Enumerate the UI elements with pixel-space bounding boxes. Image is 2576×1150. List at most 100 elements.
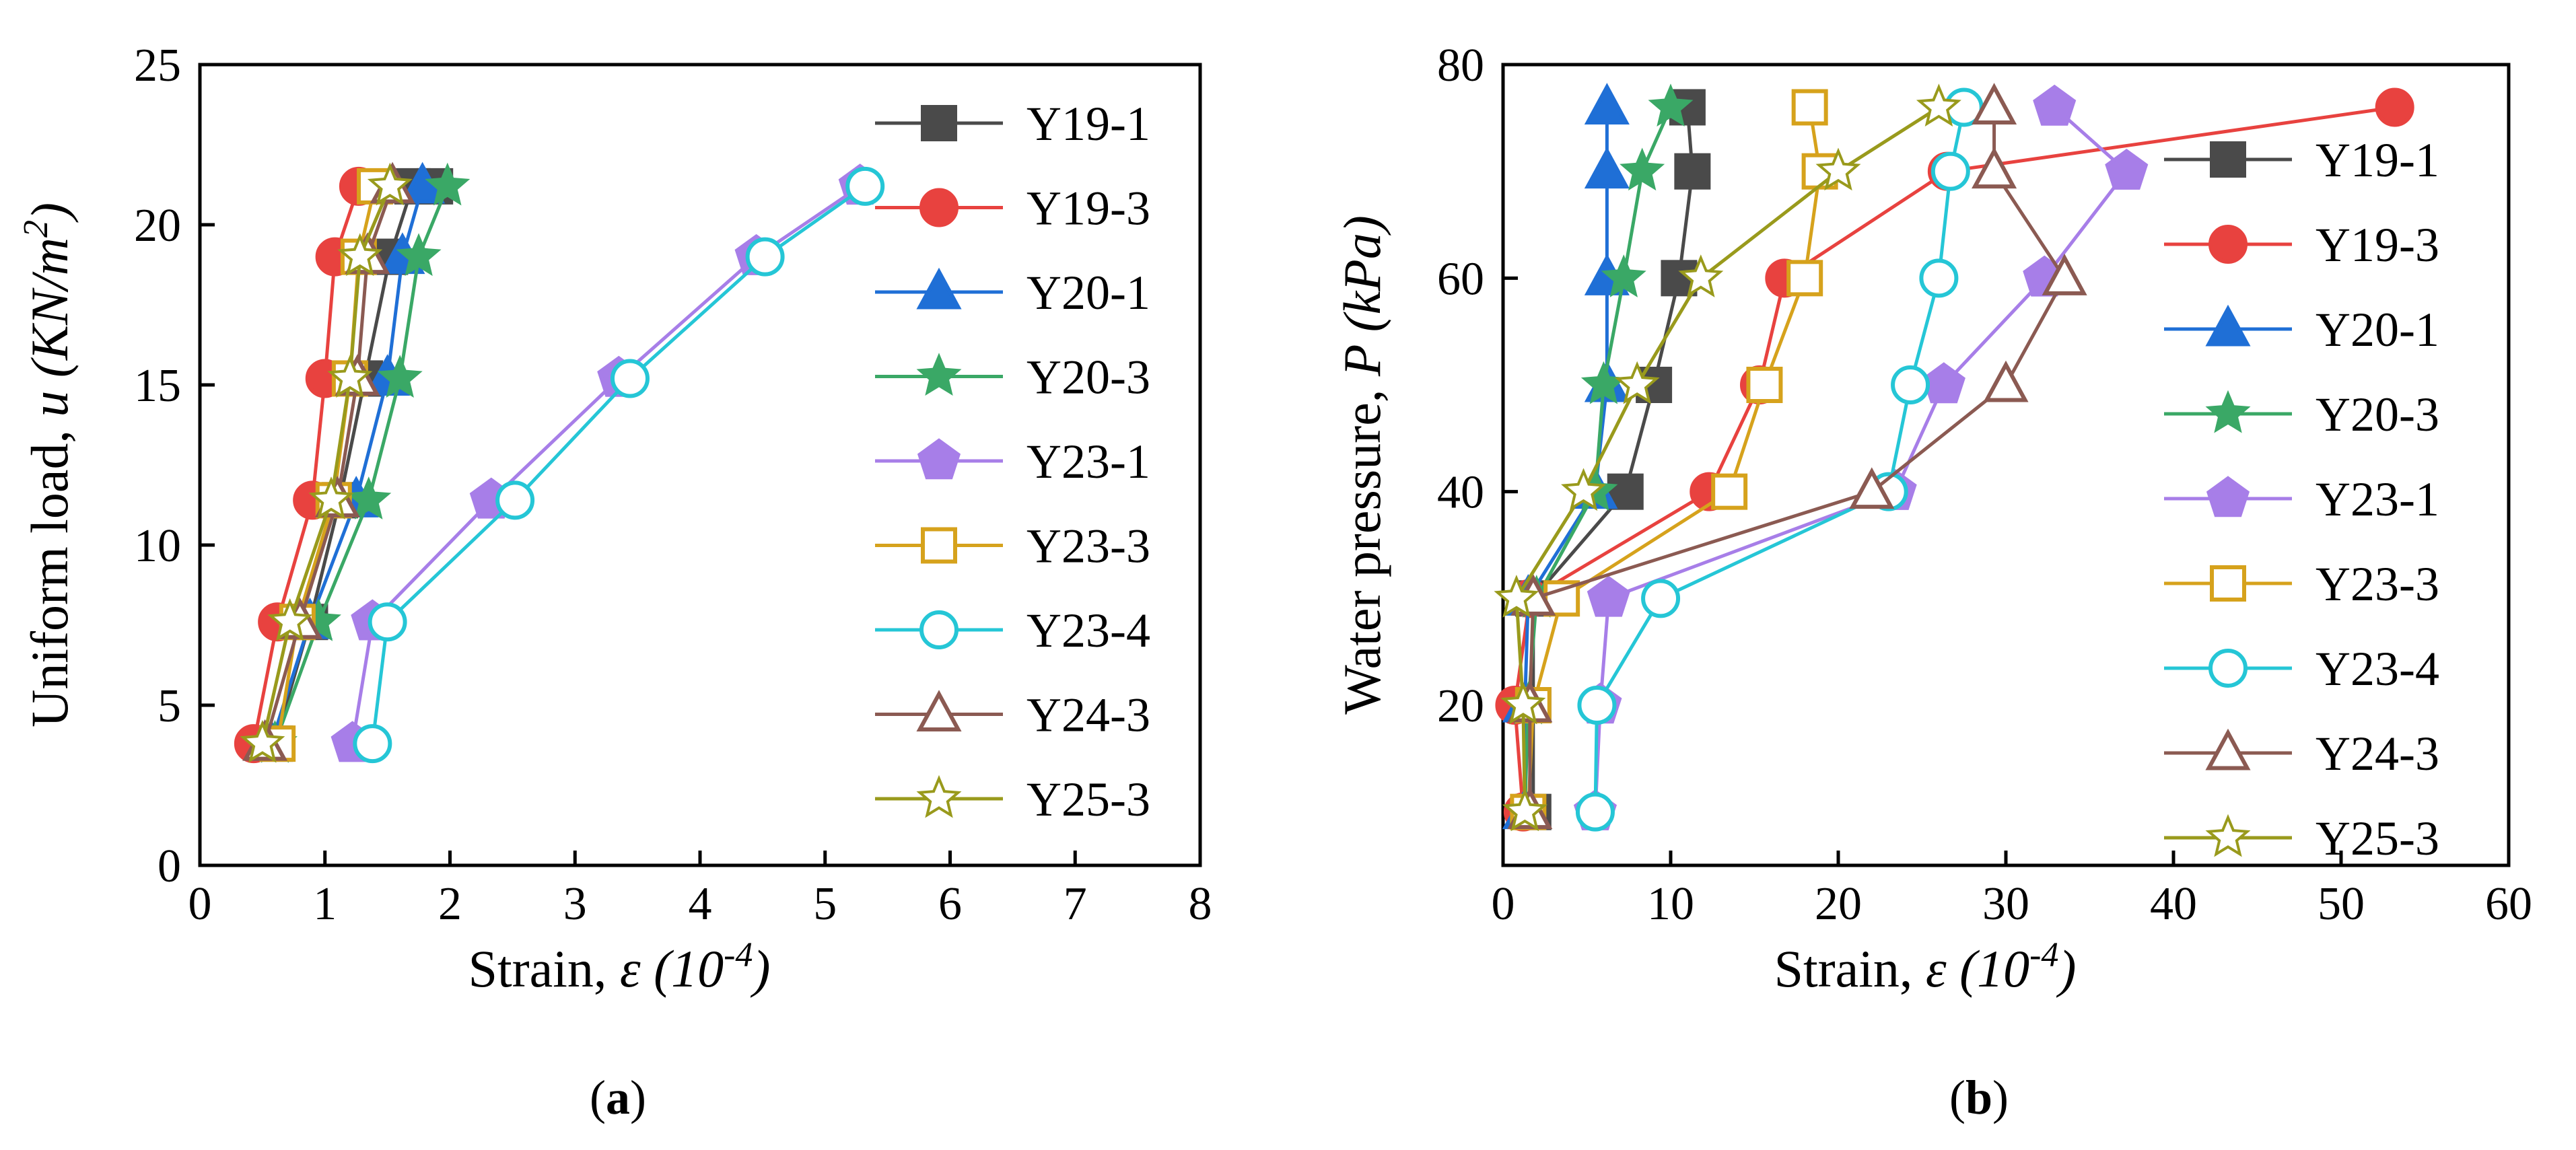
data-point-Y25-3 <box>1561 468 1607 511</box>
legend-marker <box>2206 476 2250 517</box>
series-line-Y25-3 <box>260 185 392 744</box>
legend-entry-label: Y23-4 <box>1026 604 1150 657</box>
legend-entry-label: Y23-1 <box>1026 435 1150 489</box>
data-point-Y25-3 <box>240 719 285 763</box>
legend-marker <box>916 267 962 310</box>
x-tick-label: 60 <box>2485 878 2532 930</box>
data-point-Y23-3 <box>1711 473 1748 510</box>
data-point-Y23-4 <box>845 166 885 206</box>
data-point-Y23-4 <box>1577 686 1617 725</box>
legend-marker <box>917 438 961 480</box>
data-point-Y24-3 <box>1972 83 2017 124</box>
data-point-Y20-3 <box>1620 147 1665 191</box>
y-axis-label: Water pressure, P (kPa) <box>1333 215 1391 715</box>
legend-entry-label: Y23-4 <box>2316 642 2439 696</box>
legend-entry-label: Y23-3 <box>1026 519 1150 573</box>
data-point-Y25-3 <box>267 598 313 641</box>
data-point-Y23-4 <box>495 480 535 520</box>
legend-entry-label: Y23-1 <box>2316 472 2439 526</box>
x-tick-label: 40 <box>2150 878 2197 930</box>
y-tick-label: 10 <box>134 520 181 572</box>
y-axis-label: Uniform load, u (KN/m2) <box>17 203 79 727</box>
data-point-Y24-3 <box>1849 467 1895 509</box>
legend-marker <box>919 188 959 227</box>
series-line-Y23-1 <box>1593 106 2129 812</box>
data-point-Y24-3 <box>1972 147 2017 189</box>
x-tick-label: 3 <box>563 878 587 930</box>
x-tick-label: 1 <box>313 878 337 930</box>
data-point-Y20-1 <box>1584 147 1630 189</box>
data-point-Y20-3 <box>346 476 392 519</box>
legend-marker <box>2205 814 2251 857</box>
data-point-Y19-1 <box>1674 153 1711 190</box>
x-tick-label: 20 <box>1815 878 1862 930</box>
data-point-Y23-1 <box>2033 84 2077 126</box>
legend-entry-label: Y25-3 <box>1026 772 1150 826</box>
x-tick-label: 5 <box>813 878 837 930</box>
legend-entry-label: Y19-3 <box>1026 182 1150 236</box>
data-point-Y23-3 <box>1791 89 1828 126</box>
data-point-Y23-4 <box>1930 151 1970 191</box>
data-point-Y25-3 <box>1916 83 1961 127</box>
y-tick-label: 20 <box>1437 680 1484 732</box>
legend-marker <box>916 353 962 396</box>
legend-marker <box>921 527 957 564</box>
legend-marker <box>2208 225 2248 264</box>
data-point-Y23-4 <box>745 237 785 277</box>
data-point-Y20-3 <box>396 233 442 277</box>
legend-entry-label: Y19-1 <box>2316 133 2439 187</box>
legend-entry-label: Y23-3 <box>2316 557 2439 611</box>
data-point-Y25-3 <box>327 355 373 398</box>
data-point-Y24-3 <box>2042 254 2087 295</box>
y-tick-label: 60 <box>1437 253 1484 305</box>
x-tick-label: 6 <box>938 878 962 930</box>
legend-entry-label: Y24-3 <box>1026 688 1150 742</box>
legend-entry-label: Y20-1 <box>2316 303 2439 357</box>
chart-panel-b: 0 10 20 30 40 50 60 20 40 60 80 Strain, ε (10-4) Wat… <box>1333 40 2532 1124</box>
data-point-Y20-3 <box>425 162 471 206</box>
data-point-Y23-4 <box>353 724 392 764</box>
x-tick-label: 30 <box>1982 878 2029 930</box>
x-tick-label: 2 <box>438 878 462 930</box>
panel-caption: (b) <box>1949 1071 2009 1124</box>
legend-marker <box>2205 390 2251 433</box>
y-tick-label: 25 <box>134 40 181 92</box>
data-point-Y25-3 <box>1815 147 1861 191</box>
series-line-Y19-3 <box>1512 105 2396 812</box>
data-point-Y23-4 <box>1575 792 1615 832</box>
legend-marker <box>921 105 957 141</box>
chart-panel-a: 0 1 2 3 4 5 6 7 8 0 5 10 15 20 25 Strain, ε (10-4) Unifo… <box>17 40 1212 1124</box>
y-tick-label: 80 <box>1437 40 1484 92</box>
data-point-Y23-1 <box>2105 148 2149 190</box>
data-point-Y23-4 <box>610 359 650 398</box>
legend-marker <box>916 775 962 818</box>
x-axis-label: Strain, ε (10-4) <box>1774 936 2077 998</box>
data-point-Y23-1 <box>1587 575 1630 617</box>
data-point-Y25-3 <box>1502 788 1547 832</box>
x-tick-label: 7 <box>1064 878 1087 930</box>
legend-entry-label: Y19-3 <box>2316 218 2439 272</box>
data-point-Y25-3 <box>1678 254 1724 297</box>
data-point-Y23-4 <box>1919 258 1959 298</box>
data-point-Y25-3 <box>367 162 413 206</box>
x-tick-label: 0 <box>1492 878 1515 930</box>
legend-marker <box>2205 728 2251 770</box>
data-point-Y25-3 <box>1500 681 1546 725</box>
data-point-Y25-3 <box>337 233 383 277</box>
x-tick-label: 50 <box>2318 878 2365 930</box>
data-point-Y20-3 <box>377 355 423 398</box>
data-point-Y23-3 <box>1746 367 1783 403</box>
legend-marker <box>2205 304 2251 347</box>
data-point-Y25-3 <box>308 476 354 519</box>
y-tick-label: 40 <box>1437 467 1484 519</box>
x-tick-label: 10 <box>1647 878 1694 930</box>
data-point-Y23-4 <box>368 602 407 642</box>
data-point-Y23-3 <box>1786 260 1823 297</box>
legend-entry-label: Y24-3 <box>2316 727 2439 781</box>
legend-entry-label: Y20-1 <box>1026 266 1150 320</box>
legend-entry-label: Y20-3 <box>1026 351 1150 404</box>
legend-entry-label: Y20-3 <box>2316 388 2439 441</box>
legend-marker <box>2210 141 2246 178</box>
data-point-Y20-3 <box>1648 83 1694 127</box>
